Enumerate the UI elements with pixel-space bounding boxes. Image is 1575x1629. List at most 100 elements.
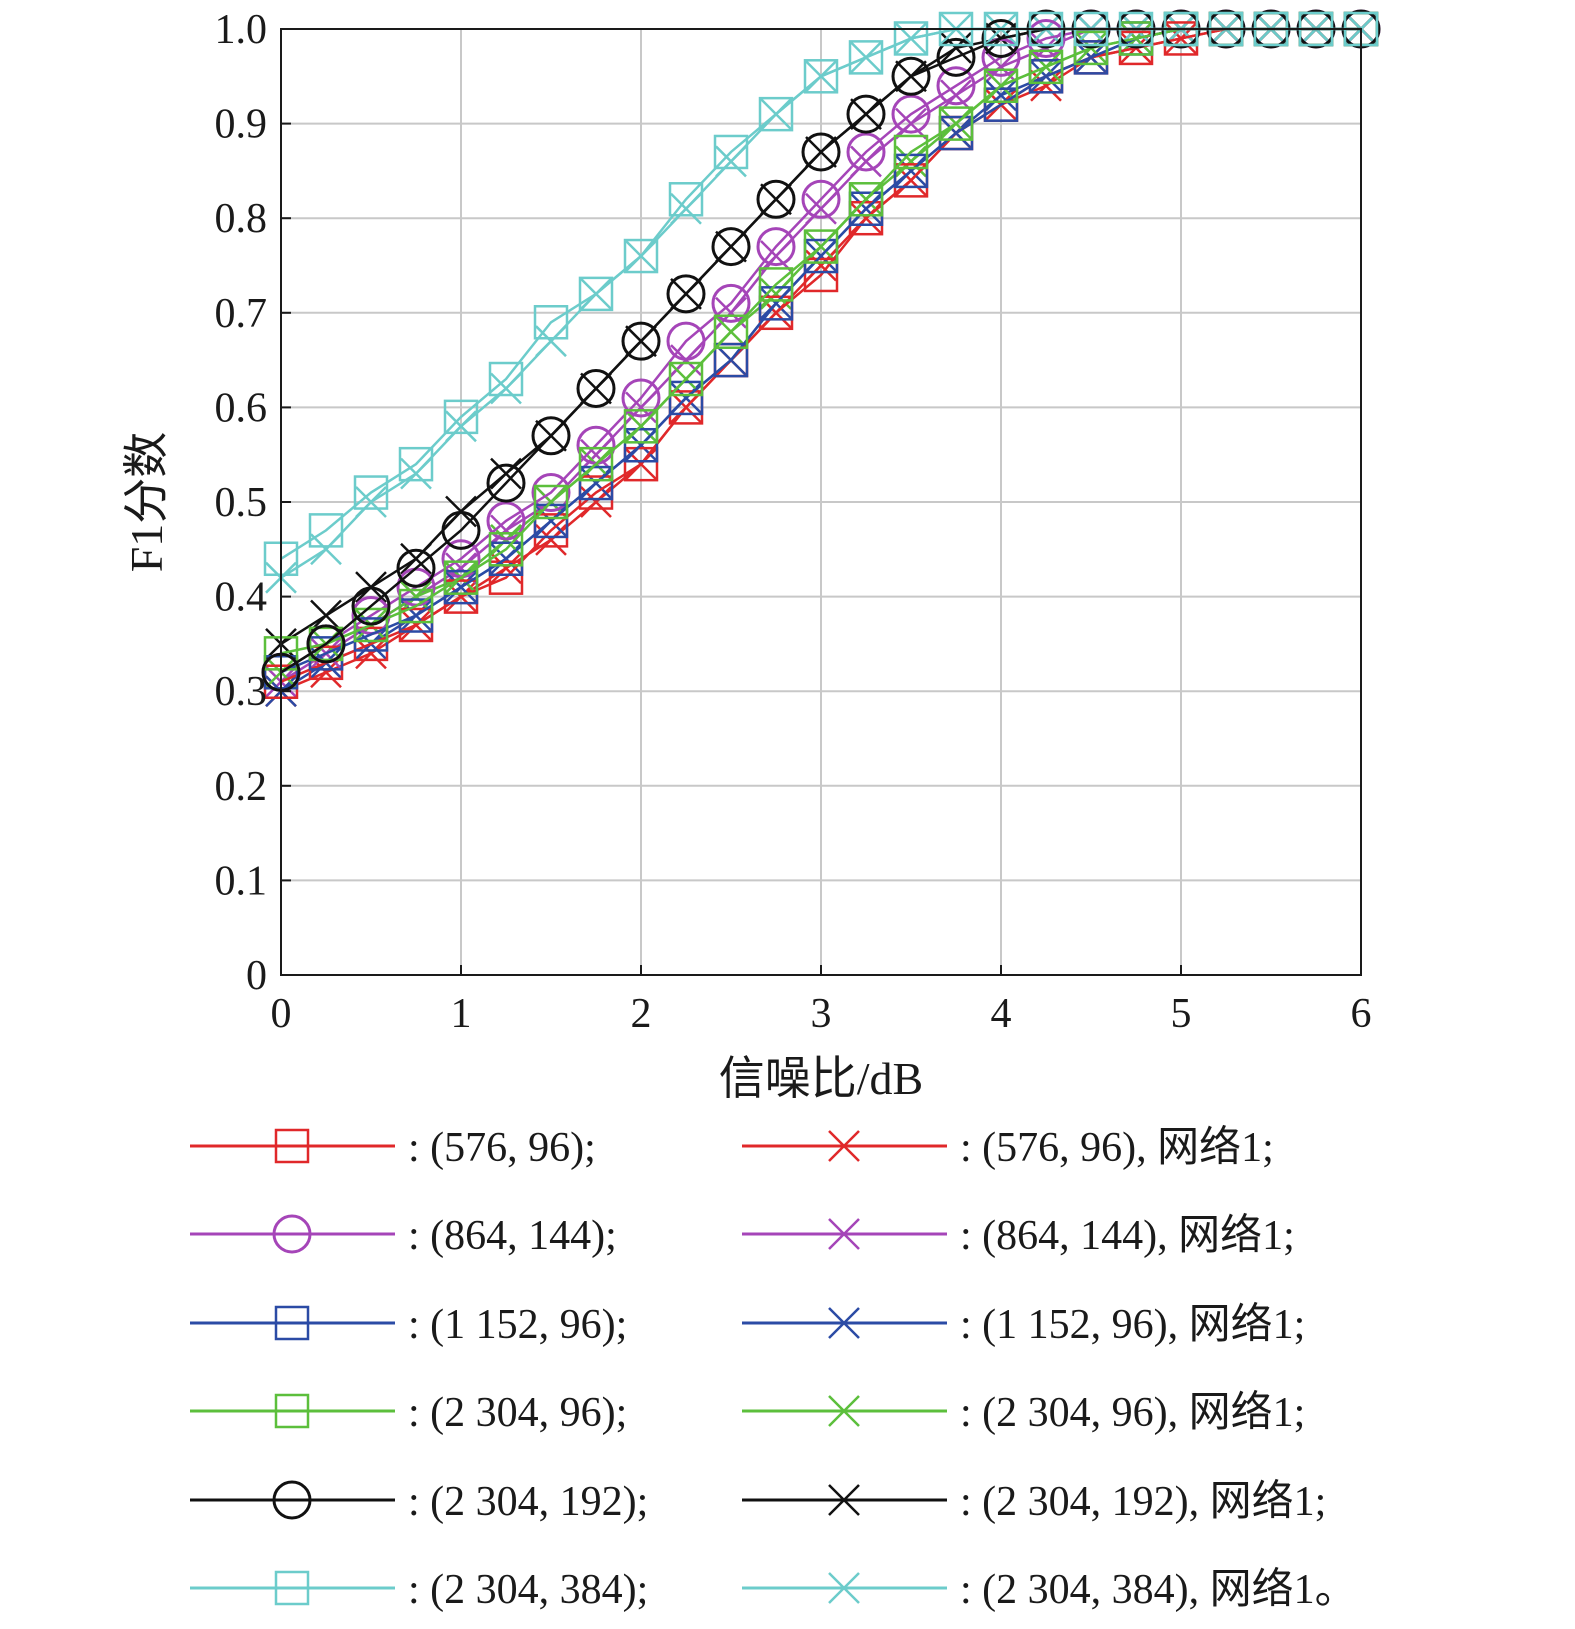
data-point bbox=[308, 513, 344, 548]
data-point bbox=[443, 399, 479, 435]
data-point bbox=[623, 238, 659, 274]
data-point bbox=[666, 274, 706, 314]
data-point bbox=[533, 484, 569, 520]
data-point bbox=[623, 409, 659, 444]
data-point bbox=[801, 132, 841, 172]
legend-item: : (864, 144); bbox=[190, 1213, 617, 1259]
legend-item: : (2 304, 192), 网络1; bbox=[742, 1478, 1326, 1525]
data-point bbox=[758, 96, 794, 132]
data-point bbox=[580, 438, 612, 471]
data-point bbox=[488, 560, 524, 595]
data-point bbox=[488, 361, 524, 397]
data-point bbox=[893, 21, 929, 56]
legend-marker bbox=[828, 1484, 860, 1516]
data-point bbox=[668, 361, 704, 397]
data-point bbox=[578, 465, 614, 501]
data-point bbox=[670, 192, 702, 225]
legend-marker bbox=[828, 1218, 860, 1250]
data-point bbox=[621, 378, 661, 418]
data-point bbox=[578, 276, 614, 312]
data-point bbox=[486, 463, 526, 503]
x-tick-label: 0 bbox=[271, 991, 292, 1037]
data-point bbox=[623, 446, 659, 482]
legend-label: : (2 304, 384), 网络1。 bbox=[960, 1566, 1357, 1613]
legend-label: : (2 304, 96), 网络1; bbox=[960, 1389, 1305, 1436]
legend-item: : (2 304, 96); bbox=[190, 1390, 627, 1436]
data-point bbox=[531, 416, 571, 456]
legend-item: : (864, 144), 网络1; bbox=[742, 1212, 1295, 1259]
data-point bbox=[846, 132, 886, 172]
x-tick-label: 1 bbox=[451, 991, 472, 1037]
legend-label: : (2 304, 192), 网络1; bbox=[960, 1478, 1326, 1525]
data-point bbox=[398, 446, 434, 482]
series-line bbox=[280, 27, 1361, 683]
y-tick-label: 0.5 bbox=[215, 480, 268, 526]
legend-item: : (576, 96); bbox=[190, 1125, 596, 1171]
legend-marker bbox=[828, 1395, 860, 1427]
legend-marker bbox=[272, 1214, 312, 1254]
legend-item: : (1 152, 96), 网络1; bbox=[742, 1301, 1305, 1348]
data-point bbox=[355, 486, 387, 518]
data-point bbox=[306, 624, 346, 664]
x-tick-label: 2 bbox=[631, 991, 652, 1037]
data-point bbox=[940, 79, 972, 112]
data-point bbox=[983, 87, 1019, 122]
legend-marker bbox=[828, 1130, 860, 1162]
data-point bbox=[490, 552, 522, 585]
data-point bbox=[400, 580, 432, 613]
x-tick-label: 3 bbox=[811, 991, 832, 1037]
data-point bbox=[760, 240, 792, 272]
data-point bbox=[713, 314, 749, 349]
data-point bbox=[1028, 49, 1064, 85]
data-point bbox=[895, 107, 927, 140]
data-point bbox=[848, 40, 884, 75]
data-point bbox=[711, 283, 751, 323]
data-point bbox=[803, 229, 839, 264]
data-point bbox=[715, 145, 747, 178]
data-point bbox=[758, 286, 794, 321]
x-tick-label: 5 bbox=[1171, 991, 1192, 1037]
data-point bbox=[308, 626, 344, 662]
data-point bbox=[535, 325, 567, 358]
legend-label: : (576, 96); bbox=[408, 1125, 596, 1171]
data-point bbox=[983, 68, 1019, 104]
data-point bbox=[533, 503, 569, 539]
y-tick-label: 0.6 bbox=[215, 385, 268, 431]
data-point bbox=[891, 56, 931, 96]
legend-label: : (2 304, 192); bbox=[408, 1479, 648, 1525]
data-point bbox=[621, 321, 661, 361]
data-point bbox=[623, 427, 659, 463]
data-point bbox=[758, 267, 794, 302]
y-tick-label: 1.0 bbox=[215, 7, 268, 53]
legend-item: : (2 304, 96), 网络1; bbox=[742, 1389, 1305, 1436]
data-point bbox=[711, 227, 751, 267]
legend-label: : (1 152, 96), 网络1; bbox=[960, 1301, 1305, 1348]
data-point bbox=[850, 145, 882, 178]
data-point bbox=[891, 94, 931, 134]
data-point bbox=[668, 182, 704, 217]
legend-marker bbox=[828, 1307, 860, 1339]
data-point bbox=[486, 501, 526, 541]
data-point bbox=[756, 227, 796, 267]
data-point bbox=[1073, 30, 1109, 66]
data-point bbox=[848, 182, 884, 217]
legend: : (576, 96);: (864, 144);: (1 152, 96);:… bbox=[190, 1124, 1357, 1613]
y-tick-label: 0 bbox=[246, 953, 267, 999]
legend-marker bbox=[828, 1572, 860, 1604]
data-point bbox=[445, 410, 477, 443]
data-point bbox=[398, 588, 434, 624]
legend-item: : (2 304, 384), 网络1。 bbox=[742, 1566, 1357, 1613]
data-point bbox=[355, 637, 387, 670]
data-point bbox=[351, 586, 391, 626]
x-tick-label: 6 bbox=[1351, 991, 1372, 1037]
data-point bbox=[443, 560, 479, 595]
legend-marker bbox=[274, 1570, 310, 1606]
ticks: 0 1 2 3 4 5 6 0 0.1 0.2 0.3 0.4 0.5 0.6 0.7 0.8 0.9 1.0 bbox=[215, 7, 1372, 1037]
y-tick-label: 0.3 bbox=[215, 669, 268, 715]
legend-marker bbox=[274, 1128, 310, 1164]
data-point bbox=[893, 134, 929, 170]
legend-label: : (576, 96), 网络1; bbox=[960, 1124, 1274, 1171]
y-tick-label: 0.1 bbox=[215, 858, 268, 904]
data-point bbox=[488, 532, 524, 567]
data-point bbox=[981, 18, 1021, 58]
